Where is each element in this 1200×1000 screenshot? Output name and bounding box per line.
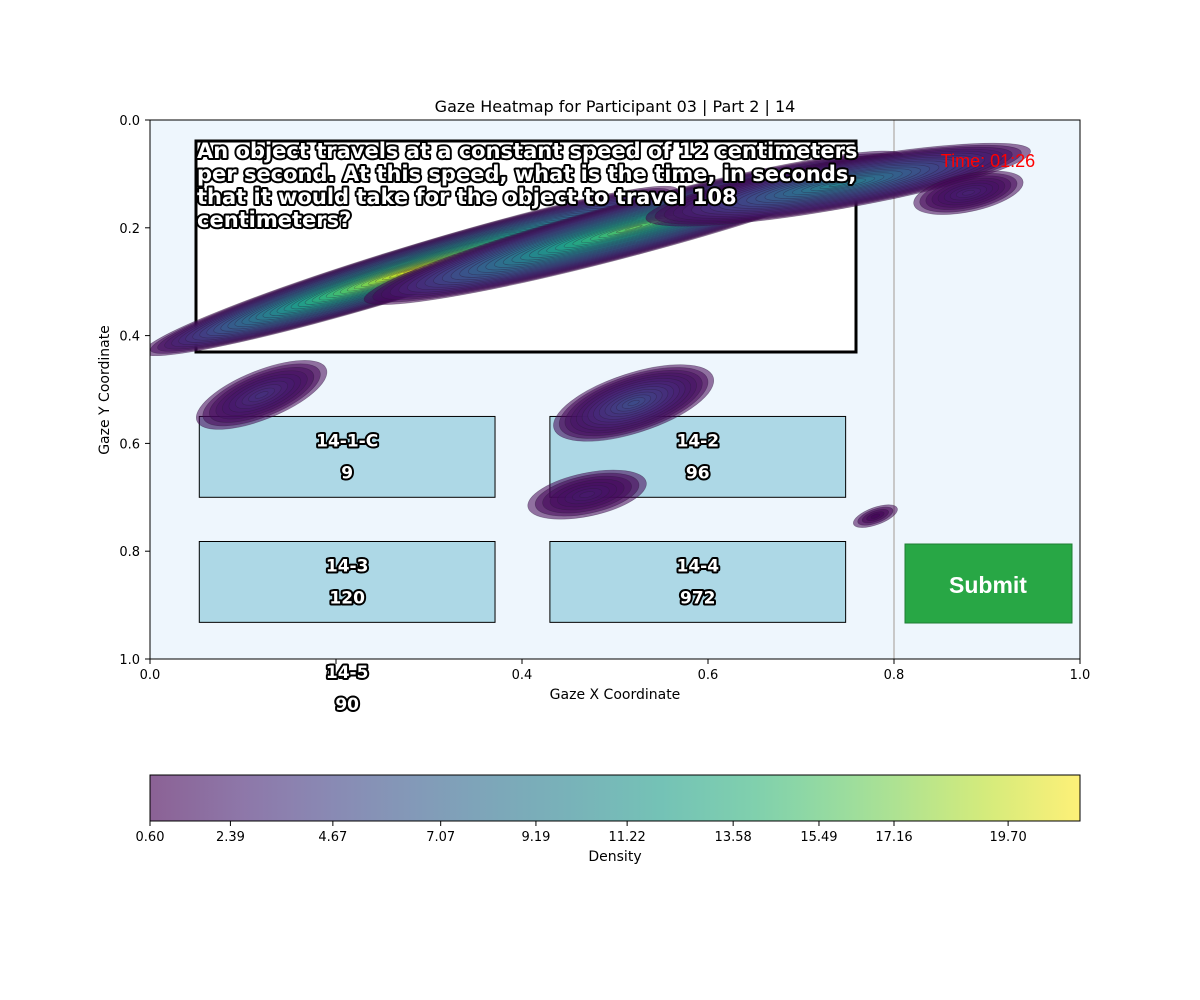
answer-option-id: 14-3 (326, 556, 369, 576)
answer-option-value: 120 (329, 588, 365, 608)
density-contour (254, 391, 269, 399)
colorbar-tick-label: 7.07 (426, 830, 455, 845)
answer-option-value: 90 (335, 695, 359, 715)
colorbar-tick-label: 19.70 (990, 830, 1027, 845)
density-contour (579, 491, 595, 498)
axes-frame (149, 119, 1081, 660)
gaze-cluster (853, 504, 898, 528)
y-tick-label: 0.0 (119, 114, 140, 129)
density-contour (870, 513, 881, 519)
submit-button[interactable]: Submit (904, 543, 1073, 624)
x-tick-label: 0.6 (698, 668, 719, 683)
colorbar-tick-label: 4.67 (318, 830, 347, 845)
gaze-cluster (913, 170, 1024, 215)
answer-option-id: 14-5 (326, 663, 369, 683)
colorbar-tick-label: 13.58 (715, 830, 752, 845)
question-line-1: An object travels at a constant speed of… (197, 139, 857, 163)
gaze-cluster (527, 469, 647, 520)
y-tick-label: 1.0 (119, 653, 140, 668)
y-tick-label: 0.4 (119, 330, 140, 345)
y-tick-label: 0.8 (119, 545, 140, 560)
y-tick-label: 0.6 (119, 437, 140, 452)
answer-option-box[interactable] (198, 415, 496, 498)
answer-option-box[interactable] (198, 540, 496, 623)
gaze-cluster (553, 364, 715, 442)
x-tick-label: 1.0 (1070, 668, 1091, 683)
answer-option-box[interactable] (549, 540, 847, 623)
answer-option-id: 14-1-C (316, 431, 378, 451)
question-line-2: per second. At this speed, what is the t… (197, 162, 856, 186)
answer-option-value: 9 (341, 463, 353, 483)
x-tick-label: 0.4 (512, 668, 533, 683)
timer-text: Time: 01:26 (941, 151, 1035, 171)
colorbar-bar (149, 774, 1081, 822)
gaze-cluster (645, 142, 1031, 227)
answer-option-5-labels: 14-5 90 (324, 661, 371, 717)
answer-option-id: 14-2 (676, 431, 719, 451)
question-text: An object travels at a constant speed of… (195, 137, 859, 234)
density-contour (828, 182, 848, 187)
colorbar-tick-label: 0.60 (136, 830, 165, 845)
question-line-3: that it would take for the object to tra… (197, 185, 737, 209)
density-contour (962, 190, 975, 196)
chart-title: Gaze Heatmap for Participant 03 | Part 2… (435, 97, 796, 116)
x-axis-ticks: 0.0 0.2 0.4 0.6 0.8 1.0 (140, 659, 1091, 683)
y-axis-label: Gaze Y Coordinate (97, 325, 113, 455)
answer-option-id: 14-4 (676, 556, 719, 576)
colorbar: 0.60 2.39 4.67 7.07 9.19 11.22 13.58 15.49 17.16… (136, 774, 1081, 865)
answer-option-value: 972 (680, 588, 716, 608)
density-contour (624, 225, 643, 231)
x-axis-label: Gaze X Coordinate (550, 687, 681, 703)
x-tick-label: 0.8 (884, 668, 905, 683)
colorbar-label: Density (588, 849, 641, 865)
colorbar-tick-label: 11.22 (609, 830, 646, 845)
colorbar-tick-label: 17.16 (875, 830, 912, 845)
x-tick-label: 0.2 (326, 668, 347, 683)
colorbar-tick-label: 9.19 (521, 830, 550, 845)
x-tick-label: 0.0 (140, 668, 161, 683)
colorbar-tick-label: 2.39 (216, 830, 245, 845)
y-axis-ticks: 0.0 0.2 0.4 0.6 0.8 1.0 (119, 114, 150, 668)
question-line-4: centimeters? (197, 208, 351, 232)
gaze-cluster (195, 360, 328, 430)
colorbar-tick-label: 15.49 (800, 830, 837, 845)
gaze-density-contours (150, 142, 1031, 528)
submit-button-bg[interactable] (904, 543, 1073, 624)
answer-option-value: 96 (686, 463, 710, 483)
y-tick-label: 0.2 (119, 222, 140, 237)
colorbar-ticks: 0.60 2.39 4.67 7.07 9.19 11.22 13.58 15.49 17.16… (136, 821, 1027, 845)
density-contour (627, 399, 640, 407)
answer-option-labels: 14-1-C 9 14-2 96 14-3 120 14-4 972 (314, 429, 721, 610)
submit-button-label[interactable]: Submit (949, 572, 1027, 598)
